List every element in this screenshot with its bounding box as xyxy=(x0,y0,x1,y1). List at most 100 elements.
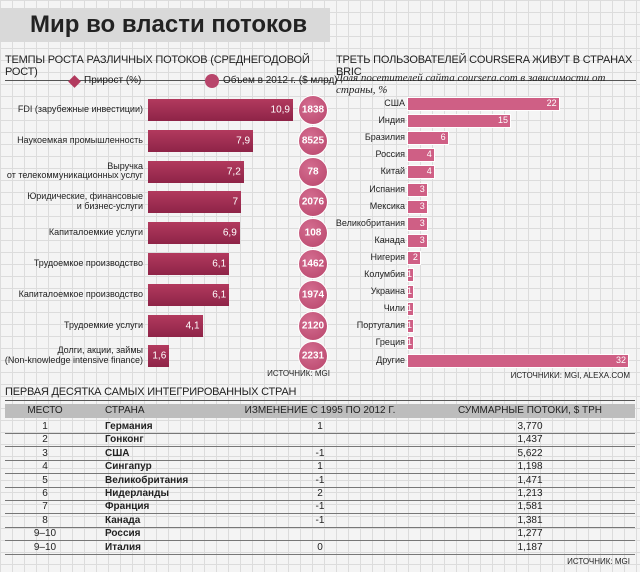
bubble-label: 1974 xyxy=(301,289,325,301)
source: ИСТОЧНИКИ: MGI, ALEXA.COM xyxy=(510,371,630,380)
row-rule xyxy=(5,526,635,528)
bubble xyxy=(298,279,328,310)
table-cell: -1 xyxy=(315,447,325,459)
category-label: Канада xyxy=(374,234,405,245)
bar xyxy=(407,353,629,368)
value-label: 6,9 xyxy=(222,227,237,239)
value-label: 10,9 xyxy=(270,104,290,116)
bubble-label: 2076 xyxy=(301,196,325,208)
value-label: 1 xyxy=(407,337,413,348)
bar xyxy=(148,222,240,245)
table-cell: 3,770 xyxy=(517,421,543,432)
value-label: 6,1 xyxy=(212,289,227,301)
bar xyxy=(148,160,244,183)
bubble-label: 1838 xyxy=(301,104,325,116)
bar xyxy=(407,165,435,180)
value-label: 32 xyxy=(615,354,626,365)
table-cell: 1,198 xyxy=(517,461,543,473)
category-label: Великобритания xyxy=(335,217,405,228)
chart-title: ТЕМПЫ РОСТА РАЗЛИЧНЫХ ПОТОКОВ (СРЕДНЕГОД… xyxy=(5,54,331,81)
table-cell: 1,437 xyxy=(517,434,543,446)
table-cell: 1,187 xyxy=(517,541,543,553)
bar xyxy=(407,302,414,317)
value-label: 7,2 xyxy=(226,166,241,178)
category-label: Трудоемкое производство xyxy=(33,258,143,269)
table-cell: 2 xyxy=(317,488,323,499)
table-cell: 1,471 xyxy=(517,474,543,486)
category-label: Россия xyxy=(375,149,405,160)
table-cell: 7 xyxy=(42,501,48,513)
value-label: 1,6 xyxy=(152,350,167,362)
bar xyxy=(148,129,254,152)
chart-title: ТРЕТЬ ПОЛЬЗОВАТЕЛЕЙ COURSERA ЖИВУТ В СТР… xyxy=(336,54,636,81)
value-label: 3 xyxy=(419,217,425,228)
bubble xyxy=(298,218,328,249)
bubble-label: 8525 xyxy=(301,135,325,147)
category-label: Нигерия xyxy=(370,251,405,262)
value-label: 4 xyxy=(426,166,432,177)
row-rule xyxy=(5,446,635,448)
category-label: Украина xyxy=(370,286,405,297)
bar xyxy=(407,199,428,214)
table-cell: 1,381 xyxy=(517,514,543,526)
table-cell: 2 xyxy=(42,434,48,446)
category-label: Мексика xyxy=(369,200,405,211)
bar xyxy=(407,131,449,146)
table-cell: Сингапур xyxy=(105,461,152,473)
table-cell: Германия xyxy=(105,421,153,432)
chart-subtitle: Доля посетителей сайта coursera.com в за… xyxy=(336,72,606,97)
table-cell: Гонконг xyxy=(105,434,144,446)
value-label: 1 xyxy=(407,303,413,314)
category-label: Трудоемкие услуги xyxy=(64,319,143,330)
category-label: США xyxy=(384,98,405,109)
value-label: 3 xyxy=(419,234,425,245)
row-rule xyxy=(5,513,635,515)
table-cell: Канада xyxy=(105,514,141,526)
bar xyxy=(407,268,414,282)
category-label: Китай xyxy=(380,166,405,177)
table-title: ПЕРВАЯ ДЕСЯТКА САМЫХ ИНТЕГРИРОВАННЫХ СТР… xyxy=(5,386,635,401)
title-band xyxy=(0,8,330,42)
table-cell: Великобритания xyxy=(105,474,189,486)
bubble-label: 2231 xyxy=(301,350,325,362)
value-label: 4,1 xyxy=(185,320,200,332)
bubble xyxy=(298,156,328,187)
bubble-label: 78 xyxy=(307,166,319,178)
category-label: Юридические, финансовые и бизнес-услуги xyxy=(27,191,143,212)
category-label: Индия xyxy=(378,115,405,126)
bar xyxy=(407,233,428,248)
value-label: 1 xyxy=(407,320,413,331)
bubble-label: 108 xyxy=(304,227,322,239)
bar xyxy=(407,148,435,163)
bubble xyxy=(298,310,328,341)
row-rule xyxy=(5,500,635,501)
value-label: 7 xyxy=(232,196,239,208)
bar xyxy=(407,319,414,334)
bar xyxy=(148,191,242,214)
table-header-band xyxy=(5,404,635,418)
table-cell: 1,213 xyxy=(517,488,543,499)
value-label: 3 xyxy=(419,200,425,211)
source: ИСТОЧНИК: MGI xyxy=(567,557,630,566)
value-label: 22 xyxy=(546,98,557,109)
category-label: Долги, акции, займы (Non-knowledge inten… xyxy=(4,345,143,366)
bubble-label: 2120 xyxy=(301,320,325,332)
value-label: 6,1 xyxy=(212,258,227,270)
row-rule xyxy=(5,473,635,475)
category-label: Наукоемкая промышленность xyxy=(17,134,143,145)
legend-marker xyxy=(205,74,219,88)
bar xyxy=(407,285,414,300)
bubble xyxy=(298,125,328,156)
table-cell: Франция xyxy=(105,501,150,513)
row-rule xyxy=(5,540,635,542)
table-cell: 6 xyxy=(42,488,48,499)
bubble xyxy=(298,341,328,372)
value-label: 1 xyxy=(407,286,413,297)
value-label: 6 xyxy=(440,132,446,143)
table-header: ИЗМЕНЕНИЕ С 1995 ПО 2012 Г. xyxy=(244,405,396,416)
category-label: Капиталоемкое производство xyxy=(18,288,143,299)
category-label: Другие xyxy=(376,354,405,365)
legend-label: Объем в 2012 г. ($ млрд) xyxy=(223,75,338,86)
table-cell: Италия xyxy=(105,541,141,553)
